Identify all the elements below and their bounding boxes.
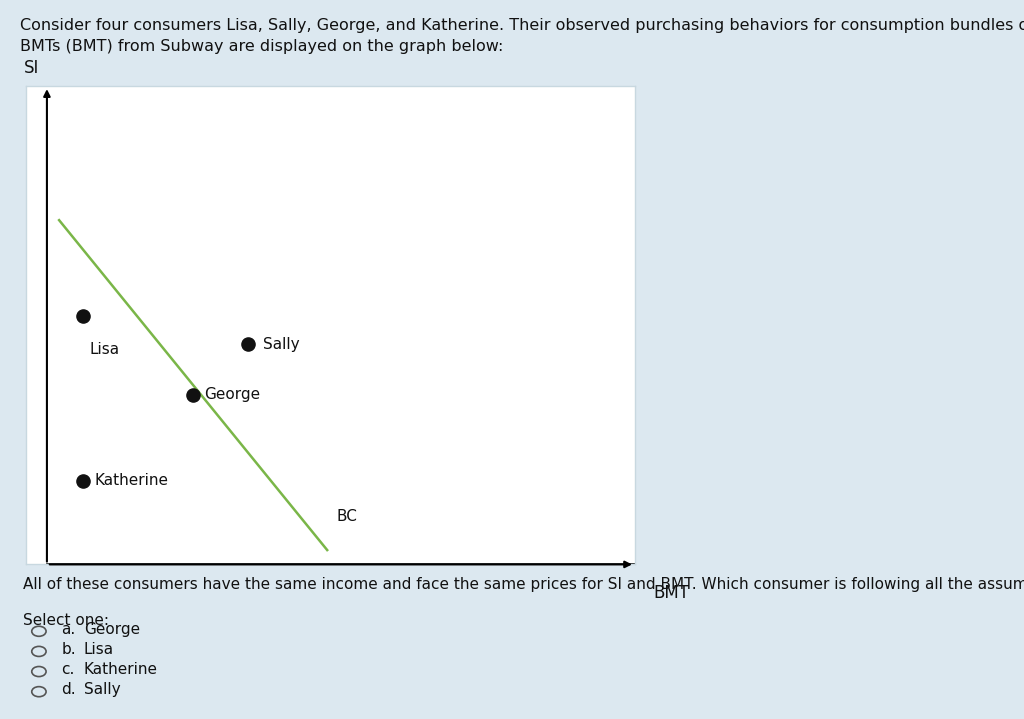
- Text: Sally: Sally: [84, 682, 121, 697]
- Text: BC: BC: [336, 509, 357, 523]
- Text: George: George: [84, 622, 140, 636]
- Text: All of these consumers have the same income and face the same prices for SI and : All of these consumers have the same inc…: [23, 577, 1024, 592]
- Text: Katherine: Katherine: [94, 473, 169, 488]
- Text: SI: SI: [24, 59, 39, 77]
- Text: c.: c.: [61, 662, 75, 677]
- Point: [240, 339, 256, 350]
- Point: [76, 310, 92, 321]
- Text: b.: b.: [61, 642, 76, 656]
- Text: a.: a.: [61, 622, 76, 636]
- Text: BMT: BMT: [653, 584, 689, 602]
- Text: Sally: Sally: [263, 337, 300, 352]
- Text: Select one:: Select one:: [23, 613, 109, 628]
- Text: d.: d.: [61, 682, 76, 697]
- Text: Lisa: Lisa: [89, 342, 120, 357]
- Text: Consider four consumers Lisa, Sally, George, and Katherine. Their observed purch: Consider four consumers Lisa, Sally, Geo…: [20, 18, 1024, 54]
- Text: Lisa: Lisa: [84, 642, 114, 656]
- Text: George: George: [204, 387, 260, 402]
- Point: [185, 389, 202, 400]
- Text: Katherine: Katherine: [84, 662, 158, 677]
- Point: [76, 475, 92, 487]
